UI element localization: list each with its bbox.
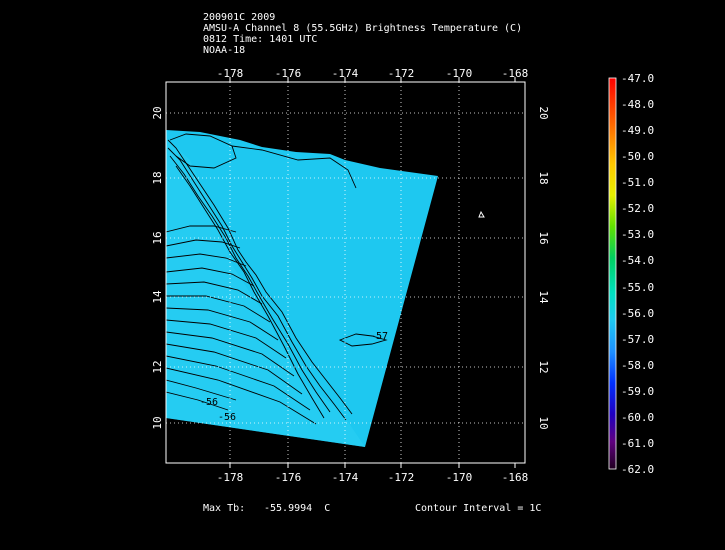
header-date: 200901C 2009 <box>203 12 276 23</box>
lon-label-top: -178 <box>217 67 244 80</box>
map-header: 200901C 2009 AMSU-A Channel 8 (55.5GHz) … <box>203 12 522 56</box>
max-tb-value: -55.9994 C <box>264 503 331 514</box>
lat-label-left: 10 <box>151 416 164 429</box>
header-title: AMSU-A Channel 8 (55.5GHz) Brightness Te… <box>203 23 523 34</box>
swath-lighter-band <box>166 138 365 447</box>
contour-interval: Contour Interval = 1C <box>415 503 542 514</box>
colorbar-label: -58.0 <box>621 359 654 372</box>
lon-label-bottom: -170 <box>446 471 473 484</box>
colorbar-label: -55.0 <box>621 281 654 294</box>
lat-label-left: 12 <box>151 360 164 373</box>
contour-label: -56 <box>218 412 236 423</box>
header-satellite: NOAA-18 <box>203 45 246 56</box>
colorbar-label: -61.0 <box>621 437 654 450</box>
lat-label-right: 14 <box>537 290 550 304</box>
lon-label-top: -176 <box>275 67 302 80</box>
colorbar-label: -57.0 <box>621 333 654 346</box>
contour-lines <box>166 133 388 425</box>
colorbar-label: -56.0 <box>621 307 654 320</box>
lon-label-bottom: -178 <box>217 471 244 484</box>
lon-label-bottom: -174 <box>332 471 359 484</box>
lon-label-top: -172 <box>388 67 415 80</box>
colorbar <box>609 78 616 469</box>
contour-label: -56 <box>200 397 218 408</box>
lat-label-left: 16 <box>151 231 164 244</box>
colorbar-label: -51.0 <box>621 176 654 189</box>
colorbar-label: -62.0 <box>621 463 654 476</box>
lon-label-top: -170 <box>446 67 473 80</box>
colorbar-label: -54.0 <box>621 254 654 267</box>
island-icon <box>478 210 485 218</box>
lat-label-right: 20 <box>537 106 550 119</box>
lat-label-right: 16 <box>537 231 550 244</box>
tick-marks <box>229 77 516 468</box>
lat-label-left: 20 <box>151 106 164 119</box>
colorbar-label: -48.0 <box>621 98 654 111</box>
lon-label-bottom: -168 <box>502 471 529 484</box>
contour-label: -57 <box>370 331 388 342</box>
lat-label-right: 12 <box>537 360 550 373</box>
lon-label-bottom: -176 <box>275 471 302 484</box>
header-time: 0812 Time: 1401 UTC <box>203 34 318 45</box>
colorbar-label: -50.0 <box>621 150 654 163</box>
lon-label-bottom: -172 <box>388 471 415 484</box>
colorbar-label: -47.0 <box>621 72 654 85</box>
lat-label-right: 18 <box>537 171 550 184</box>
lat-label-left: 18 <box>151 171 164 184</box>
colorbar-label: -60.0 <box>621 411 654 424</box>
lat-label-left: 14 <box>151 290 164 304</box>
lon-label-top: -168 <box>502 67 529 80</box>
max-tb-label: Max Tb: <box>203 503 246 514</box>
colorbar-label: -52.0 <box>621 202 654 215</box>
colorbar-label: -49.0 <box>621 124 654 137</box>
lon-label-top: -174 <box>332 67 359 80</box>
colorbar-label: -59.0 <box>621 385 654 398</box>
colorbar-label: -53.0 <box>621 228 654 241</box>
lat-label-right: 10 <box>537 416 550 429</box>
